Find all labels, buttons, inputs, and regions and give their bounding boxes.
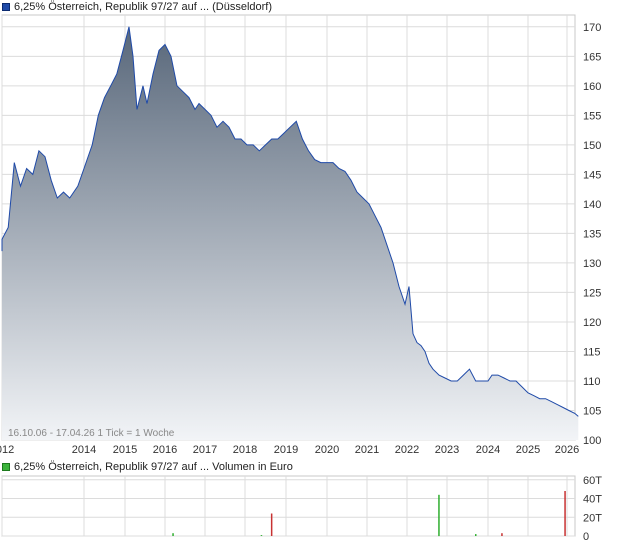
- x-tick-label: 2021: [355, 444, 379, 455]
- y-tick-label: 165: [583, 51, 601, 63]
- y-tick-label: 110: [583, 376, 601, 388]
- x-tick-label: 2025: [516, 444, 540, 455]
- x-tick-label: 2015: [113, 444, 137, 455]
- volume-bar: [172, 533, 174, 536]
- x-tick-label: 2018: [233, 444, 257, 455]
- y-tick-label: 120: [583, 317, 601, 329]
- y-tick-label: 130: [583, 258, 601, 270]
- legend-price: 6,25% Österreich, Republik 97/27 auf ...…: [2, 0, 272, 14]
- x-tick-label: 2019: [274, 444, 298, 455]
- volume-y-tick-label: 40T: [583, 494, 602, 506]
- volume-bar: [438, 494, 440, 537]
- y-tick-label: 145: [583, 169, 601, 181]
- price-chart: 100 105 110 115 120 125 130 135 140 145 150 155 160 1…: [0, 14, 601, 455]
- volume-y-tick-label: 0: [583, 531, 589, 543]
- price-line: [1, 26, 579, 417]
- legend-price-swatch: [2, 3, 10, 11]
- x-tick-label: 2024: [476, 444, 500, 455]
- y-tick-label: 105: [583, 405, 601, 417]
- y-tick-label: 150: [583, 140, 601, 152]
- x-tick-label: 2020: [315, 444, 339, 455]
- y-tick-label: 155: [583, 110, 601, 122]
- legend-volume-label: 6,25% Österreich, Republik 97/27 auf ...…: [14, 461, 293, 473]
- y-tick-label: 160: [583, 81, 601, 93]
- legend-volume-swatch: [2, 463, 10, 471]
- x-tick-label: 2016: [153, 444, 177, 455]
- y-tick-label: 125: [583, 287, 601, 299]
- volume-frame: [1, 475, 576, 537]
- period-info: 16.10.06 - 17.04.26 1 Tick = 1 Woche: [8, 428, 175, 439]
- y-tick-label: 170: [583, 22, 601, 34]
- price-area: [2, 26, 579, 441]
- legend-volume: 6,25% Österreich, Republik 97/27 auf ...…: [2, 460, 293, 474]
- x-tick-label: 2022: [395, 444, 419, 455]
- volume-bar: [501, 533, 503, 536]
- volume-bar: [475, 534, 477, 536]
- volume-y-tick-label: 60T: [583, 475, 602, 487]
- x-tick-label: 2014: [72, 444, 96, 455]
- legend-price-label: 6,25% Österreich, Republik 97/27 auf ...…: [14, 1, 273, 13]
- volume-bar: [564, 491, 566, 536]
- x-tick-label: 2017: [193, 444, 217, 455]
- x-tick-label: 2026: [555, 444, 579, 455]
- y-tick-label: 135: [583, 228, 601, 240]
- volume-bar: [270, 513, 273, 536]
- x-tick-label: 2023: [435, 444, 459, 455]
- volume-bar: [260, 535, 263, 536]
- y-tick-label: 140: [583, 199, 601, 211]
- y-tick-label: 115: [583, 346, 601, 358]
- volume-y-tick-label: 20T: [583, 512, 602, 524]
- y-tick-label: 100: [583, 435, 601, 447]
